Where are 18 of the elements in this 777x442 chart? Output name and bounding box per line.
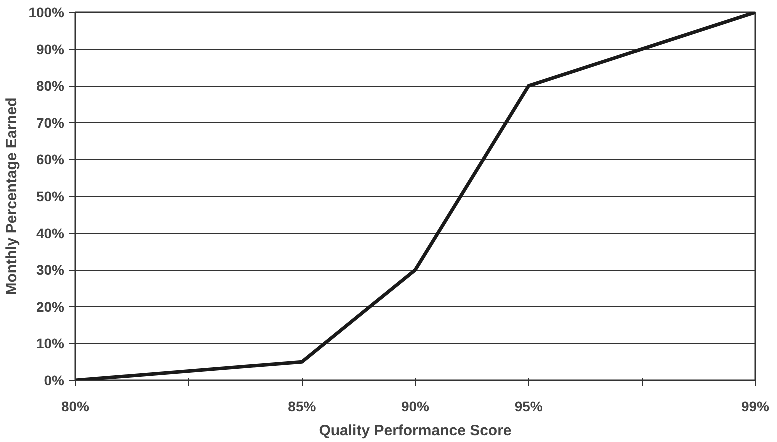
x-tick-label: 80% (61, 398, 90, 414)
y-tick-label: 50% (36, 188, 66, 204)
x-tick-label: 99% (741, 398, 770, 414)
y-tick-label: 0% (44, 372, 66, 388)
x-tick-label: 95% (514, 398, 544, 414)
y-tick-label: 20% (36, 298, 66, 315)
x-axis-title: Quality Performance Score (319, 422, 512, 440)
y-tick-label: 70% (36, 114, 66, 131)
y-tick-label: 10% (36, 336, 66, 352)
y-tick-label: 100% (28, 4, 66, 20)
y-tick-label: 30% (36, 262, 66, 278)
y-tick-label: 40% (36, 225, 66, 242)
y-tick-label: 80% (36, 78, 66, 94)
y-tick-label: 60% (36, 152, 66, 168)
y-tick-label: 90% (36, 41, 66, 58)
y-axis-title: Monthly Percentage Earned (4, 98, 21, 296)
x-tick-label: 85% (288, 398, 317, 414)
x-tick-label: 90% (401, 398, 430, 414)
